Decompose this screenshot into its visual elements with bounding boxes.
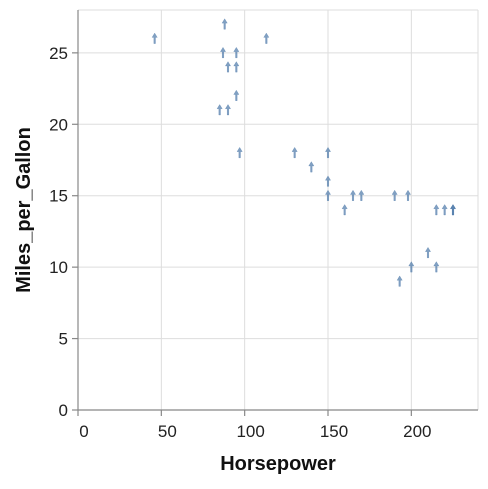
arrow-up-icon bbox=[341, 204, 348, 216]
y-tick-label-10: 10 bbox=[49, 258, 68, 277]
x-tick-label-100: 100 bbox=[236, 422, 264, 441]
y-tick-label-25: 25 bbox=[49, 44, 68, 63]
data-point-20 bbox=[341, 204, 348, 216]
data-point-26 bbox=[408, 261, 415, 273]
arrow-up-icon bbox=[225, 104, 231, 116]
arrow-up-icon bbox=[225, 61, 231, 73]
data-point-5 bbox=[225, 61, 231, 73]
arrow-up-icon bbox=[325, 189, 331, 201]
data-point-13 bbox=[308, 161, 315, 173]
arrow-up-icon bbox=[433, 204, 440, 216]
arrow-up-icon bbox=[433, 261, 440, 273]
data-point-21 bbox=[433, 204, 440, 216]
data-point-7 bbox=[233, 89, 240, 101]
data-point-3 bbox=[233, 46, 240, 59]
grid-layer bbox=[77, 9, 479, 411]
arrow-up-icon bbox=[233, 46, 240, 59]
arrow-up-icon bbox=[425, 246, 431, 259]
data-point-1 bbox=[221, 18, 228, 30]
y-tick-label-20: 20 bbox=[49, 115, 68, 134]
arrow-up-icon bbox=[441, 204, 448, 216]
data-point-10 bbox=[236, 146, 243, 159]
data-point-17 bbox=[358, 189, 365, 201]
data-point-27 bbox=[433, 261, 440, 273]
axis-layer: 0 50 100 150 200 0 5 10 15 20 25 bbox=[49, 10, 478, 441]
data-point-22 bbox=[441, 204, 448, 216]
arrow-up-icon bbox=[391, 189, 398, 201]
data-point-4 bbox=[263, 32, 270, 44]
data-point-18 bbox=[391, 189, 398, 201]
arrow-up-icon bbox=[408, 261, 415, 273]
arrow-up-icon bbox=[216, 104, 223, 116]
arrow-up-icon bbox=[358, 189, 365, 201]
data-point-0 bbox=[151, 32, 158, 44]
arrow-up-icon bbox=[233, 61, 240, 73]
arrow-up-icon bbox=[325, 175, 331, 187]
arrow-up-icon bbox=[325, 146, 331, 159]
arrow-up-icon bbox=[450, 204, 456, 216]
y-axis-title: Miles_per_Gallon bbox=[13, 127, 35, 293]
x-tick-label-50: 50 bbox=[158, 422, 177, 441]
y-tick-label-5: 5 bbox=[59, 330, 68, 349]
x-tick-label-200: 200 bbox=[403, 422, 431, 441]
arrow-up-icon bbox=[263, 32, 270, 44]
data-point-15 bbox=[325, 189, 331, 201]
arrow-up-icon bbox=[236, 146, 243, 159]
arrow-up-icon bbox=[220, 46, 226, 59]
y-tick-label-15: 15 bbox=[49, 187, 68, 206]
data-point-12 bbox=[325, 146, 331, 159]
data-point-6 bbox=[233, 61, 240, 73]
y-tick-label-0: 0 bbox=[59, 401, 68, 420]
x-tick-label-150: 150 bbox=[320, 422, 348, 441]
x-axis-title: Horsepower bbox=[220, 453, 336, 475]
data-point-19 bbox=[405, 189, 411, 201]
data-point-24 bbox=[450, 204, 456, 216]
data-point-2 bbox=[220, 46, 226, 59]
arrow-up-icon bbox=[350, 189, 356, 201]
data-point-28 bbox=[396, 275, 403, 287]
data-point-9 bbox=[225, 104, 231, 116]
data-point-25 bbox=[425, 246, 431, 259]
arrow-up-icon bbox=[233, 89, 240, 101]
data-point-16 bbox=[350, 189, 356, 201]
x-tick-label-0: 0 bbox=[79, 422, 88, 441]
arrow-up-icon bbox=[221, 18, 228, 30]
arrow-up-icon bbox=[291, 146, 298, 159]
data-point-8 bbox=[216, 104, 223, 116]
arrow-up-icon bbox=[396, 275, 403, 287]
arrow-up-icon bbox=[151, 32, 158, 44]
arrow-up-icon bbox=[308, 161, 315, 173]
data-point-11 bbox=[291, 146, 298, 159]
data-point-14 bbox=[325, 175, 331, 187]
arrow-up-icon bbox=[405, 189, 411, 201]
points-layer bbox=[151, 18, 456, 287]
